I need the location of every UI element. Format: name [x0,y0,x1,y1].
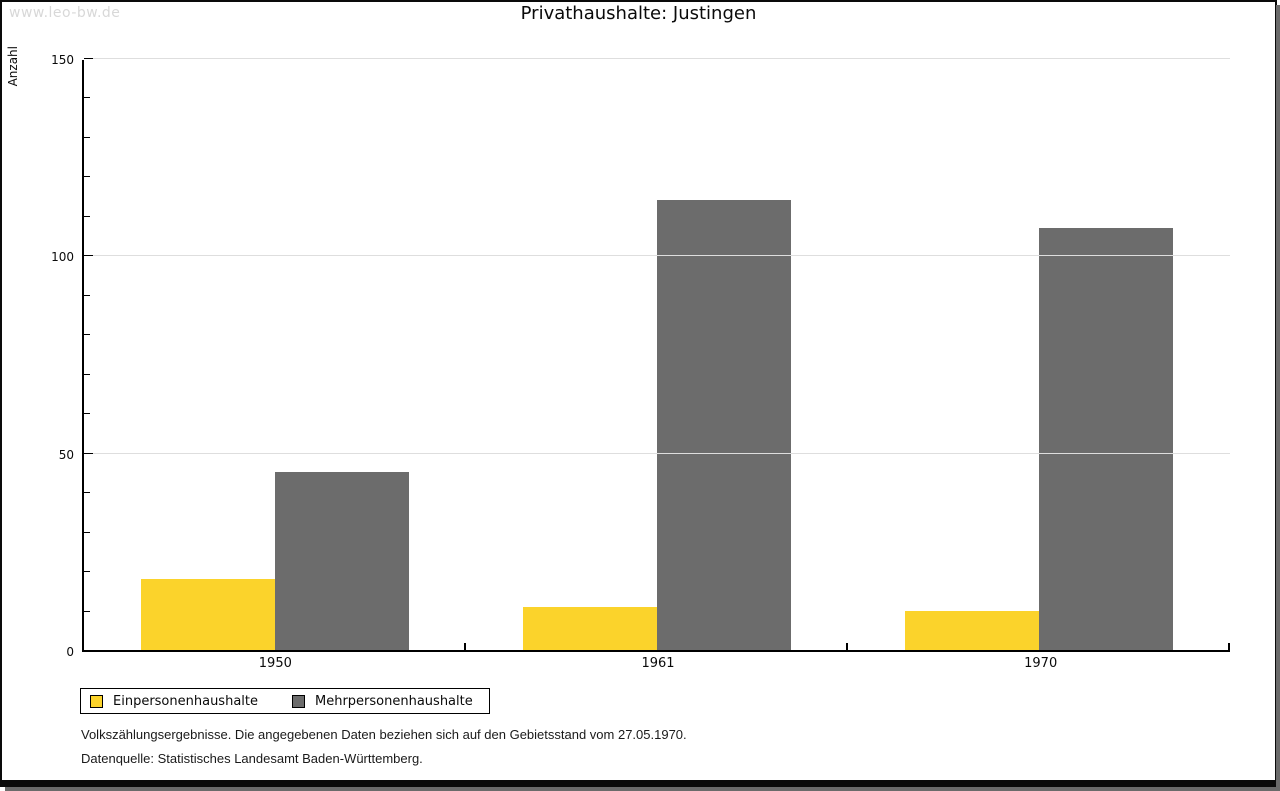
y-tick-label: 0 [66,645,74,659]
y-tick-label: 100 [51,250,74,265]
footnote-line-1: Volkszählungsergebnisse. Die angegebenen… [81,727,687,742]
y-minor-tick [84,334,90,336]
legend: Einpersonenhaushalte Mehrpersonenhaushalt… [80,688,490,714]
bar-group-1970 [848,60,1230,650]
x-tick-label-1970: 1970 [1024,656,1058,671]
y-minor-tick [84,531,90,533]
bar-1950-Mehrpersonenhaushalte [275,472,409,650]
y-major-tick [84,58,93,59]
footnote-line-2: Datenquelle: Statistisches Landesamt Bad… [81,751,423,766]
x-boundary-tick [846,643,848,650]
y-minor-tick [84,215,90,217]
bar-1970-Mehrpersonenhaushalte [1039,227,1173,650]
x-tick-label-1950: 1950 [258,656,292,671]
legend-swatch-icon [292,694,305,708]
bar-1950-Einpersonenhaushalte [141,578,275,650]
bar-1970-Einpersonenhaushalte [905,610,1039,650]
legend-swatch-icon [90,694,103,708]
y-major-tick [84,452,93,454]
y-minor-tick [84,136,90,138]
frame-shadow-bottom [5,787,1280,791]
y-major-tick [84,255,93,257]
gridline-y-150 [84,58,1230,59]
y-minor-tick [84,492,90,494]
watermark: www.leo-bw.de [9,5,121,21]
bar-groups [84,60,1230,650]
bar-1961-Einpersonenhaushalte [523,606,657,650]
x-boundary-tick [1228,643,1230,650]
y-minor-tick [84,610,90,612]
gridline-y-100 [84,255,1230,257]
y-minor-tick [84,413,90,415]
y-tick-label: 50 [58,447,74,462]
y-minor-tick [84,97,90,99]
frame-shadow-right [1276,5,1280,791]
chart-title: Privathaushalte: Justingen [520,3,757,24]
legend-item: Einpersonenhaushalte [90,694,258,709]
legend-item: Mehrpersonenhaushalte [292,694,473,709]
y-minor-tick [84,176,90,178]
bar-group-1961 [466,60,848,650]
bar-group-1950 [84,60,466,650]
bar-1961-Mehrpersonenhaushalte [657,200,791,650]
y-axis-tick-labels: 0 50 100 150 [0,53,74,659]
gridline-y-50 [84,452,1230,454]
x-axis-category-labels: 1950 1961 1970 [84,656,1232,671]
legend-label: Mehrpersonenhaushalte [315,693,473,709]
y-tick-label: 150 [51,53,74,67]
y-minor-tick [84,571,90,573]
x-boundary-tick [464,643,466,650]
legend-label: Einpersonenhaushalte [113,693,258,709]
y-minor-tick [84,294,90,296]
plot-area [82,58,1230,652]
y-minor-tick [84,373,90,375]
x-tick-label-1961: 1961 [641,656,675,671]
